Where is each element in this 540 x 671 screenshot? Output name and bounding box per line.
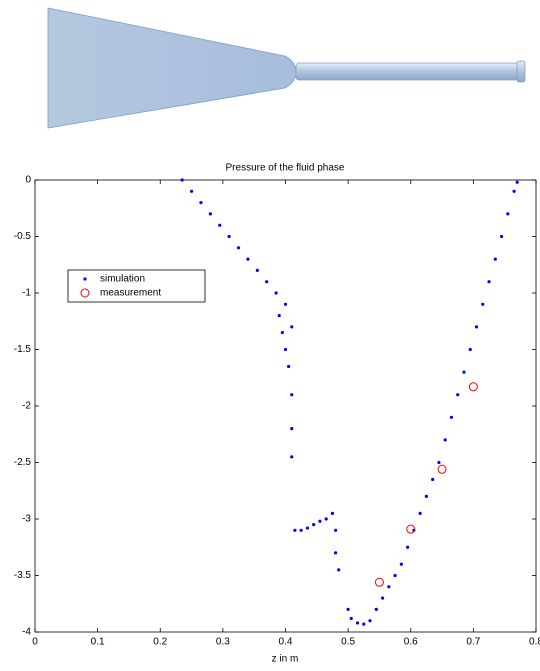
simulation-point [334,529,337,532]
simulation-point [444,438,447,441]
x-tick-label: 0.4 [279,637,293,648]
y-tick-label: -2.5 [14,457,32,468]
simulation-point [368,619,371,622]
y-tick-label: -3.5 [14,570,32,581]
simulation-point [462,371,465,374]
plot-frame [35,180,536,632]
x-tick-label: 0.3 [216,637,230,648]
simulation-point [350,617,353,620]
simulation-point [475,325,478,328]
simulation-point [431,478,434,481]
simulation-point [347,608,350,611]
page: Pressure of the fluid phase z in m -4 -3.… [0,0,540,666]
simulation-point [228,235,231,238]
simulation-point [356,621,359,624]
y-tick-label: -4 [22,627,31,638]
x-tick-label: 0 [32,637,38,648]
simulation-point [284,303,287,306]
simulation-point [331,512,334,515]
x-tick-label: 0.7 [466,637,480,648]
simulation-point [318,520,321,523]
simulation-point [256,269,259,272]
simulation-point [512,190,515,193]
y-tick-label: -2 [22,401,31,412]
simulation-point [487,280,490,283]
x-tick-label: 0.6 [404,637,418,648]
simulation-point [506,212,509,215]
simulation-point [381,597,384,600]
simulation-point [199,201,202,204]
simulation-point [284,348,287,351]
simulation-point [293,529,296,532]
simulation-point [400,563,403,566]
simulation-point [362,622,365,625]
simulation-point [209,212,212,215]
simulation-point [450,416,453,419]
simulation-point [469,348,472,351]
y-tick-label: -1.5 [14,344,32,355]
simulation-point [334,551,337,554]
simulation-point [306,526,309,529]
simulation-point [456,393,459,396]
simulation-point [290,455,293,458]
simulation-point [290,393,293,396]
simulation-point [481,303,484,306]
simulation-point [516,181,519,184]
simulation-point [290,325,293,328]
simulation-point [419,512,422,515]
legend-marker [83,277,86,280]
y-tick-label: -1 [22,288,31,299]
simulation-point [325,517,328,520]
y-tick-label: -3 [22,514,31,525]
simulation-point [406,546,409,549]
y-tick-label: 0 [25,175,31,186]
simulation-point [275,291,278,294]
simulation-point [500,235,503,238]
simulation-point [190,190,193,193]
simulation-point [337,568,340,571]
simulation-point [312,523,315,526]
y-tick-label: -0.5 [14,231,32,242]
x-tick-label: 0.5 [341,637,355,648]
simulation-point [425,495,428,498]
simulation-point [437,461,440,464]
x-axis-label: z in m [272,654,299,665]
simulation-point [300,529,303,532]
legend-label: measurement [100,288,161,299]
legend-label: simulation [100,274,145,285]
simulation-point [278,314,281,317]
simulation-point [494,258,497,261]
x-tick-label: 0.2 [153,637,167,648]
simulation-point [375,608,378,611]
simulation-point [287,365,290,368]
simulation-point [265,280,268,283]
simulation-point [290,427,293,430]
simulation-point [393,574,396,577]
nozzle-illustration [48,8,525,128]
simulation-point [237,246,240,249]
simulation-point [387,585,390,588]
simulation-point [218,224,221,227]
chart-title: Pressure of the fluid phase [226,163,345,174]
simulation-point [281,331,284,334]
simulation-point [246,258,249,261]
x-tick-label: 0.8 [529,637,540,648]
simulation-point [181,178,184,181]
x-tick-label: 0.1 [91,637,105,648]
